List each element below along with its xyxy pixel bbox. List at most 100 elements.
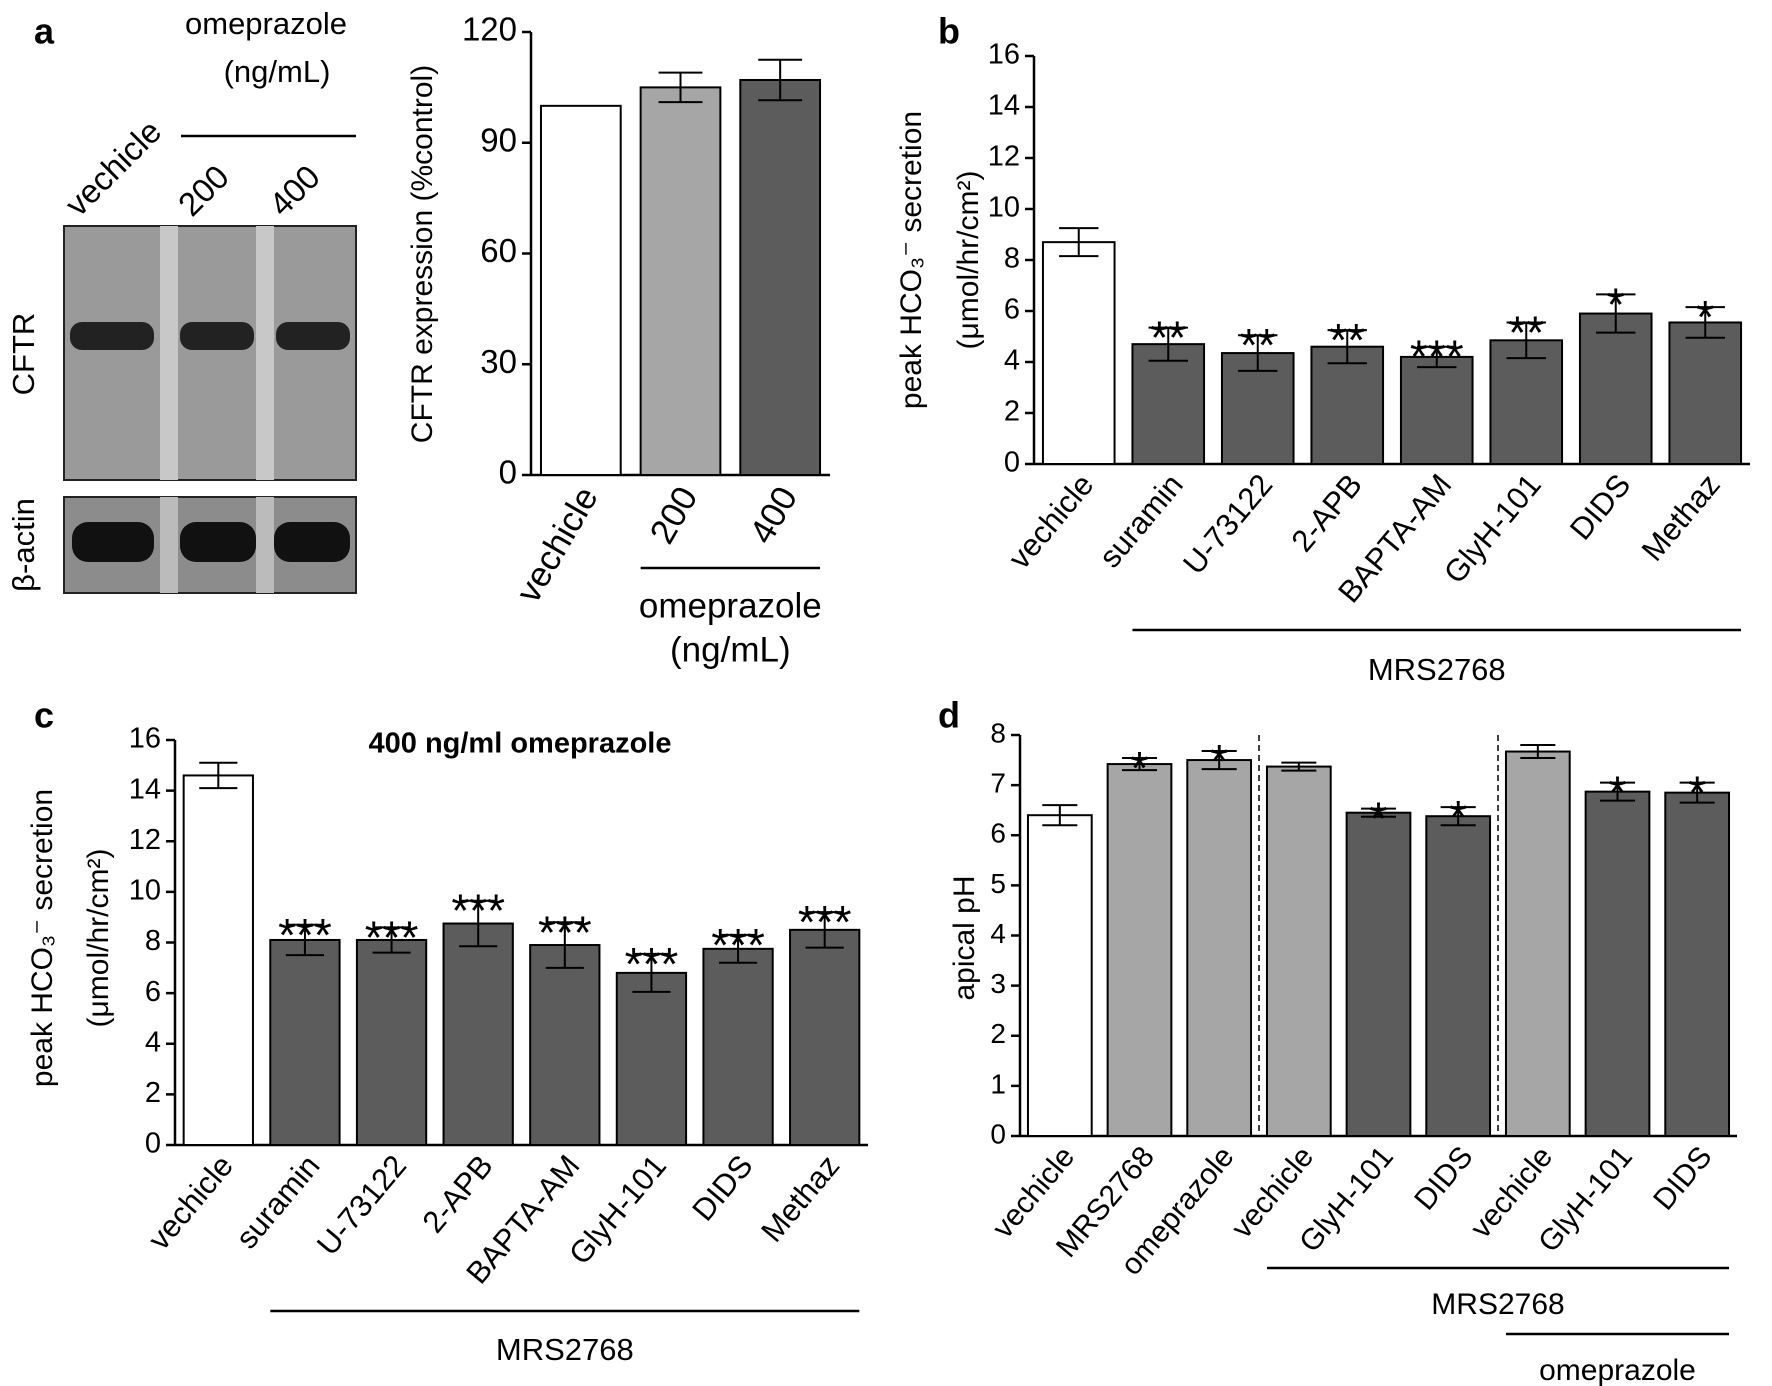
- bar: [615, 971, 688, 1146]
- x-tick-label: DIDS: [1563, 467, 1637, 546]
- x-tick-label: U-73122: [1176, 467, 1279, 581]
- significance-label: ***: [365, 911, 419, 963]
- significance-label: **: [1508, 306, 1544, 358]
- error-bar: [632, 952, 671, 993]
- blot-lane-label: 200: [171, 158, 236, 223]
- x-tick-label: vechicle: [509, 480, 606, 609]
- blot-lane-gap: [160, 226, 178, 480]
- y-tick-label: 14: [129, 773, 161, 805]
- error-bar: [1238, 334, 1278, 372]
- blot-lane-label: vechicle: [58, 112, 168, 222]
- significance-label: ***: [1410, 331, 1464, 383]
- error-bar: [1201, 750, 1237, 771]
- bar: [1425, 815, 1492, 1137]
- error-bar: [805, 911, 844, 949]
- significance-label: *: [1449, 791, 1467, 843]
- bar: [1578, 312, 1653, 465]
- bar: [1310, 345, 1385, 466]
- panel-letter: c: [34, 695, 54, 736]
- error-bar: [1599, 781, 1636, 802]
- bar: [639, 86, 722, 476]
- x-tick-label: DIDS: [1647, 1140, 1718, 1216]
- blot-row-label: CFTR: [6, 313, 41, 396]
- group-label: MRS2768: [1368, 652, 1506, 687]
- y-axis-label: peak HCO₃⁻ secretion: [895, 111, 928, 409]
- significance-label: *: [1370, 793, 1388, 845]
- bar: [1345, 811, 1412, 1137]
- y-tick-label: 16: [988, 39, 1020, 71]
- x-tick-label: U-73122: [310, 1148, 413, 1262]
- significance-label: **: [1150, 312, 1186, 364]
- significance-label: *: [1609, 767, 1627, 819]
- significance-label: *: [1688, 767, 1706, 819]
- significance-label: ***: [278, 909, 332, 961]
- bar: [539, 104, 622, 476]
- error-bar: [459, 899, 498, 948]
- y-tick-label: 5: [990, 868, 1006, 899]
- blot-lane-label: 400: [262, 158, 327, 223]
- y-tick-label: 8: [145, 925, 161, 957]
- y-tick-label: 4: [145, 1026, 161, 1058]
- panel-letter: d: [938, 695, 960, 736]
- blot-band: [180, 522, 256, 562]
- panel-letter: b: [938, 11, 960, 52]
- group-label: (ng/mL): [670, 630, 791, 669]
- group-label: MRS2768: [1431, 1288, 1564, 1321]
- bar: [355, 938, 428, 1146]
- blot-image: [63, 225, 357, 481]
- blot-lane-gap: [256, 226, 274, 480]
- y-tick-label: 12: [129, 824, 161, 856]
- blot-row-label: β-actin: [6, 498, 41, 592]
- bar: [1186, 759, 1253, 1137]
- y-tick-label: 7: [990, 768, 1006, 799]
- x-tick-label: 2-APB: [415, 1148, 499, 1239]
- error-bar: [719, 933, 758, 964]
- blot-lane-gap: [256, 497, 274, 593]
- blot-lane-gap: [160, 497, 178, 593]
- bar: [1584, 790, 1651, 1137]
- error-bar: [1059, 227, 1099, 258]
- bar: [1664, 791, 1731, 1137]
- error-bar: [1148, 326, 1188, 362]
- x-tick-label: DIDS: [1408, 1140, 1479, 1216]
- y-tick-label: 90: [480, 121, 517, 158]
- blot-band: [70, 322, 154, 350]
- x-tick-label: DIDS: [685, 1148, 759, 1227]
- error-bar: [1685, 306, 1725, 339]
- blot-band: [274, 522, 350, 562]
- significance-label: *: [1696, 291, 1714, 343]
- y-tick-label: 6: [145, 976, 161, 1008]
- significance-label: ***: [798, 896, 852, 948]
- group-label: MRS2768: [496, 1332, 634, 1367]
- y-tick-label: 8: [1004, 243, 1020, 275]
- y-axis-label: apical pH: [948, 875, 981, 1000]
- y-tick-label: 6: [990, 818, 1006, 849]
- bar: [1504, 750, 1571, 1137]
- bar: [442, 922, 514, 1146]
- y-tick-label: 1: [990, 1068, 1006, 1099]
- error-bar: [1520, 744, 1556, 760]
- y-tick-label: 4: [990, 918, 1006, 949]
- blot-header: omeprazole: [185, 6, 347, 41]
- y-tick-label: 120: [462, 11, 517, 48]
- group-label: omeprazole: [639, 586, 822, 625]
- bar: [789, 928, 861, 1146]
- bar: [1106, 763, 1173, 1137]
- blot-band: [72, 522, 154, 562]
- bar: [1668, 321, 1743, 465]
- significance-label: ***: [711, 919, 765, 971]
- significance-label: *: [1131, 742, 1149, 794]
- y-tick-label: 2: [1004, 396, 1020, 428]
- blot: omeprazole (ng/mL) vechicle 200 400 CFTR…: [6, 6, 357, 594]
- bar: [1026, 814, 1093, 1137]
- error-bar: [199, 761, 238, 790]
- y-axis-label: (μmol/hr/cm²): [82, 849, 115, 1028]
- significance-label: ***: [538, 906, 592, 958]
- error-bar: [758, 58, 803, 102]
- y-tick-label: 3: [990, 968, 1006, 999]
- significance-label: **: [1240, 319, 1276, 371]
- y-tick-label: 0: [990, 1118, 1006, 1149]
- significance-label: ***: [625, 938, 679, 990]
- x-tick-label: vechicle: [1002, 467, 1101, 575]
- y-tick-label: 2: [145, 1077, 161, 1109]
